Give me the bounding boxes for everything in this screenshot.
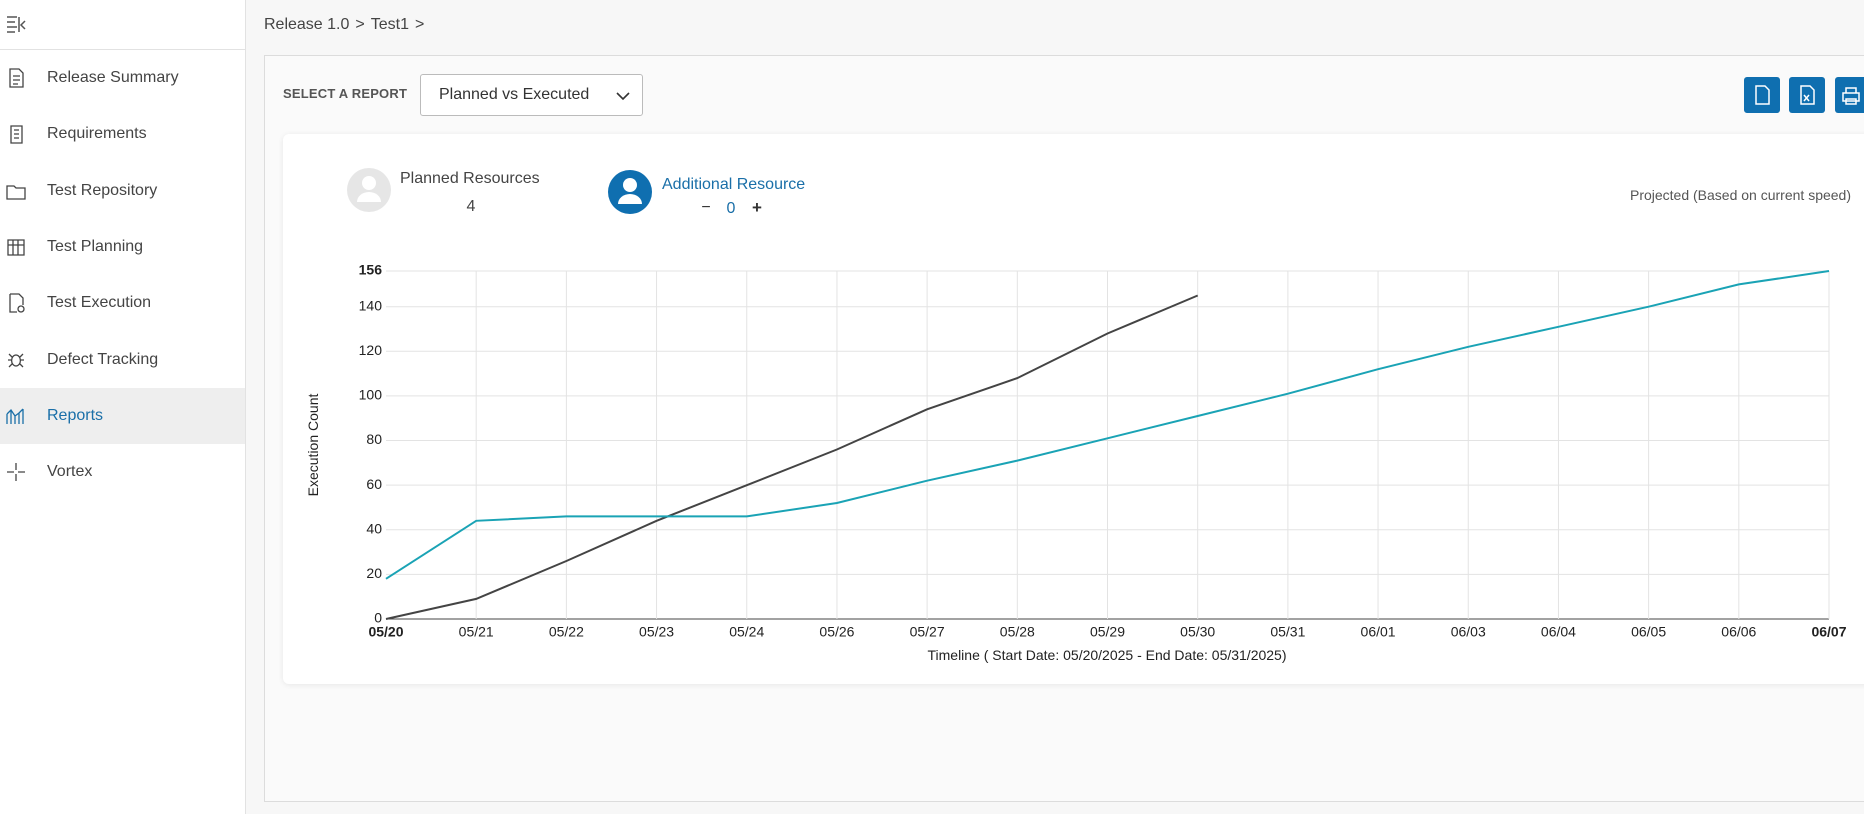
y-tick-label: 100 — [359, 387, 383, 403]
series-line — [385, 294, 1199, 620]
x-tick-label: 06/04 — [1541, 624, 1576, 640]
y-tick-label: 0 — [374, 610, 382, 626]
x-tick-label: 05/24 — [729, 624, 764, 640]
chart-card — [283, 134, 1864, 684]
series-line — [385, 270, 1830, 580]
planned-count: 4 — [467, 198, 476, 215]
x-tick-label: 06/06 — [1721, 624, 1756, 640]
y-tick-label: 140 — [359, 297, 383, 313]
print-button[interactable] — [1835, 77, 1864, 113]
nav-icon — [10, 125, 23, 144]
nav-icon — [8, 353, 24, 367]
decrement-button[interactable]: − — [701, 199, 710, 216]
nav-label: Release Summary — [47, 69, 179, 86]
y-tick-label: 120 — [359, 342, 383, 358]
nav-item[interactable]: Defect Tracking — [0, 332, 245, 388]
breadcrumb-separator: > — [414, 16, 425, 33]
excel-icon — [1800, 85, 1815, 105]
x-tick-label: 05/28 — [1000, 624, 1035, 640]
nav-label: Test Planning — [47, 237, 144, 255]
dropdown-arrow — [616, 92, 630, 101]
nav-item[interactable]: Test Execution — [0, 275, 245, 331]
x-tick-label: 05/30 — [1180, 624, 1215, 640]
nav-item[interactable]: Requirements — [0, 106, 245, 162]
y-tick-label: 40 — [366, 520, 382, 536]
nav-label: Test Execution — [47, 294, 152, 312]
x-tick-label: 06/05 — [1631, 624, 1666, 640]
avatar-body — [618, 194, 642, 204]
y-tick-label: 156 — [359, 262, 383, 278]
y-axis-label: Execution Count — [305, 394, 321, 497]
breadcrumb-item[interactable]: Release 1.0 — [264, 16, 350, 33]
sidebar: Release Summary Requirements Test Reposito… — [0, 0, 246, 814]
planned-label: Planned Resources — [400, 170, 540, 187]
nav-label: Vortex — [47, 463, 93, 481]
x-tick-label: 06/01 — [1361, 624, 1396, 640]
y-tick-label: 60 — [366, 476, 382, 492]
pdf-icon — [1755, 85, 1770, 105]
nav-icon — [9, 293, 25, 313]
sidebar-header — [0, 0, 245, 50]
report-dropdown[interactable]: Planned vs Executed — [420, 74, 643, 116]
avatar-head — [362, 176, 376, 190]
nav-item[interactable]: Reports — [0, 387, 245, 444]
collapse-icon[interactable] — [5, 14, 29, 34]
nav-label: Reports — [47, 406, 104, 424]
nav-item[interactable]: Release Summary — [0, 50, 245, 106]
nav-icon — [6, 184, 26, 200]
y-tick-label: 20 — [366, 565, 382, 581]
breadcrumb-separator: > — [355, 16, 365, 33]
nav-icon — [9, 68, 24, 88]
x-tick-label: 05/27 — [910, 624, 945, 640]
x-tick-label: 05/23 — [639, 624, 674, 640]
nav-item[interactable]: Vortex — [0, 444, 245, 500]
nav-item[interactable]: Test Planning — [0, 219, 245, 275]
export-pdf-button[interactable] — [1744, 77, 1780, 113]
additional-count: 0 — [727, 200, 736, 217]
x-tick-label: 06/03 — [1451, 624, 1486, 640]
x-tick-label: 05/29 — [1090, 624, 1125, 640]
projection-note: Projected (Based on current speed) — [1630, 187, 1851, 203]
nav-item[interactable]: Test Repository — [0, 163, 245, 219]
x-tick-label: 05/22 — [549, 624, 584, 640]
select-label: SELECT A REPORT — [283, 86, 408, 101]
x-tick-label: 06/07 — [1811, 624, 1846, 640]
breadcrumb: Release 1.0 > Test1 > — [264, 16, 430, 34]
nav-icon — [7, 239, 25, 256]
additional-label: Additional Resource — [662, 176, 805, 193]
nav-label: Defect Tracking — [47, 350, 159, 368]
y-tick-label: 80 — [366, 431, 382, 447]
nav-icon — [7, 463, 25, 482]
x-tick-label: 05/20 — [368, 624, 403, 640]
x-tick-label: 05/31 — [1270, 624, 1305, 640]
x-axis-label: Timeline ( Start Date: 05/20/2025 - End … — [927, 647, 1286, 663]
x-tick-label: 05/21 — [459, 624, 494, 640]
avatar-head — [623, 178, 637, 192]
nav-label: Test Repository — [47, 181, 158, 199]
nav-icon — [6, 408, 24, 424]
export-excel-button[interactable] — [1789, 77, 1825, 113]
dropdown-value: Planned vs Executed — [439, 86, 590, 103]
nav-label: Requirements — [47, 125, 147, 143]
breadcrumb-item[interactable]: Test1 — [370, 16, 409, 33]
x-tick-label: 05/26 — [819, 624, 854, 640]
increment-button[interactable]: + — [752, 198, 762, 217]
avatar-body — [357, 192, 381, 202]
print-icon — [1842, 87, 1860, 105]
